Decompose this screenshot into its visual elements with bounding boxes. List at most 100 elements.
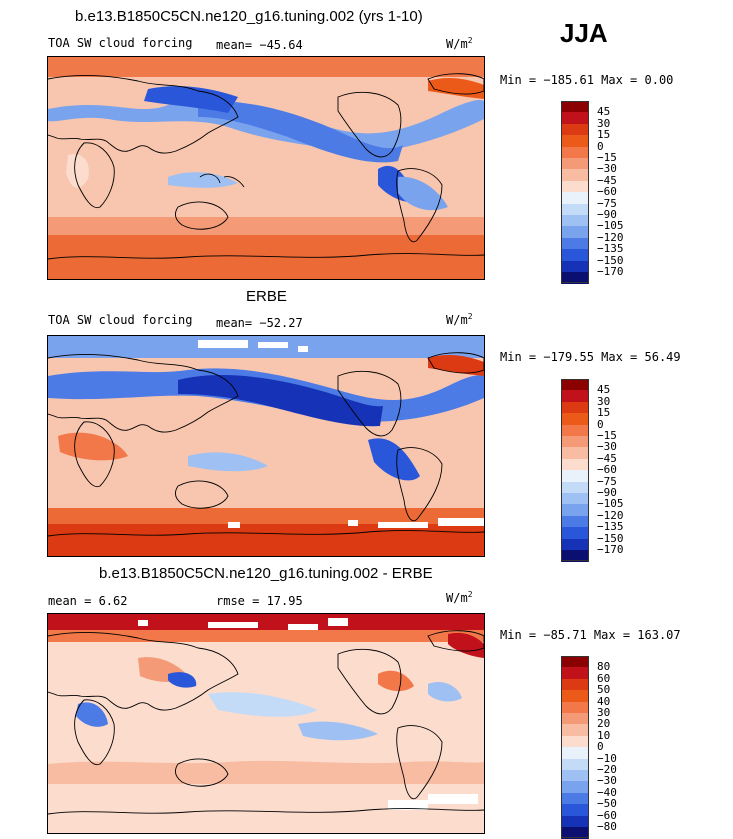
panel-1-mean: mean= −45.64 xyxy=(216,38,303,52)
colorbar-level-label: −105 xyxy=(597,219,624,233)
colorbar-level-label: −105 xyxy=(597,497,624,511)
colorbar-swatch xyxy=(561,135,589,148)
panel-3-title: b.e13.B1850C5CN.ne120_g16.tuning.002 - E… xyxy=(99,565,433,582)
colorbar-level-label: −45 xyxy=(597,451,617,465)
colorbar-level-label: −90 xyxy=(597,208,617,221)
colorbar-swatch xyxy=(561,112,589,125)
colorbar-level-label: 20 xyxy=(597,717,611,731)
colorbar-swatch xyxy=(561,690,589,703)
colorbar-level-label: −15 xyxy=(597,429,617,442)
colorbar-level-label: −135 xyxy=(597,520,624,534)
colorbar-level-label: 40 xyxy=(597,694,611,708)
colorbar-swatch xyxy=(561,123,589,136)
colorbar-level-label: −75 xyxy=(597,196,617,210)
colorbar-level-label: 15 xyxy=(597,406,611,420)
colorbar-swatch xyxy=(561,701,589,714)
colorbar-swatch xyxy=(561,667,589,680)
colorbar-swatch xyxy=(561,447,589,460)
panel-2-units: W/m2 xyxy=(446,312,473,327)
colorbar-swatch xyxy=(561,413,589,426)
colorbar-swatch xyxy=(561,504,589,517)
colorbar-level-label: −150 xyxy=(597,531,624,545)
colorbar-swatch xyxy=(561,260,589,273)
colorbar-swatch xyxy=(561,424,589,437)
colorbar-swatch xyxy=(561,527,589,540)
colorbar-level-label: 50 xyxy=(597,683,611,697)
colorbar-level-label: 30 xyxy=(597,706,611,719)
colorbar-level-label: −60 xyxy=(597,185,617,199)
colorbar-level-label: −170 xyxy=(597,265,624,278)
panel-1-units: W/m2 xyxy=(446,36,473,51)
colorbar-level-label: −10 xyxy=(597,751,617,765)
colorbar-level-label: 60 xyxy=(597,671,611,685)
colorbar-swatch xyxy=(561,158,589,170)
colorbar-swatch xyxy=(561,203,589,216)
colorbar-swatch xyxy=(561,758,589,771)
colorbar-swatch xyxy=(561,379,589,391)
colorbar-level-label: −75 xyxy=(597,474,617,488)
colorbar-swatch xyxy=(561,237,589,250)
colorbar-swatch xyxy=(561,493,589,505)
panel-2-title: ERBE xyxy=(246,288,287,305)
colorbar-swatch xyxy=(561,458,589,471)
colorbar-level-label: 80 xyxy=(597,660,611,674)
colorbar-swatch xyxy=(561,827,589,839)
panel-3-mean: mean = 6.62 xyxy=(48,594,128,608)
colorbar-level-label: −150 xyxy=(597,253,624,267)
colorbar-level-label: 10 xyxy=(597,728,611,742)
colorbar-level-label: 30 xyxy=(597,116,611,130)
colorbar-swatch xyxy=(561,192,589,205)
panel-2-mean: mean= −52.27 xyxy=(216,316,303,330)
colorbar-level-label: −45 xyxy=(597,173,617,187)
colorbar-level-label: 15 xyxy=(597,128,611,142)
colorbar-level-label: 45 xyxy=(597,383,611,397)
colorbar-swatch xyxy=(561,804,589,817)
panel-1-minmax: Min = −185.61 Max = 0.00 xyxy=(500,73,674,87)
panel-2-map xyxy=(47,335,485,557)
colorbar-level-label: −30 xyxy=(597,440,617,454)
colorbar-swatch xyxy=(561,249,589,262)
colorbar-swatch xyxy=(561,390,589,403)
panel-2-minmax: Min = −179.55 Max = 56.49 xyxy=(500,350,681,364)
colorbar-level-label: −30 xyxy=(597,774,617,788)
colorbar-swatch xyxy=(561,169,589,182)
panel-1-field-label: TOA SW cloud forcing xyxy=(48,36,193,50)
colorbar-swatch xyxy=(561,713,589,725)
colorbar-swatch xyxy=(561,656,589,668)
colorbar-level-label: 0 xyxy=(597,740,604,754)
colorbar-level-label: 45 xyxy=(597,105,611,119)
colorbar-swatch xyxy=(561,101,589,113)
panel-3-minmax: Min = −85.71 Max = 163.07 xyxy=(500,628,681,642)
colorbar-swatch xyxy=(561,538,589,551)
panel-3-map xyxy=(47,613,485,834)
colorbar-level-label: −170 xyxy=(597,543,624,556)
colorbar-swatch xyxy=(561,724,589,737)
season-label: JJA xyxy=(560,18,608,48)
colorbar-swatch xyxy=(561,272,589,284)
colorbar-swatch xyxy=(561,180,589,193)
colorbar-level-label: −30 xyxy=(597,162,617,176)
colorbar-level-label: −135 xyxy=(597,242,624,256)
colorbar-swatch xyxy=(561,792,589,805)
panel-3-units: W/m2 xyxy=(446,590,473,605)
colorbar-swatch xyxy=(561,215,589,227)
panel-3-rmse: rmse = 17.95 xyxy=(216,594,303,608)
panel-1-title: b.e13.B1850C5CN.ne120_g16.tuning.002 (yr… xyxy=(75,8,423,25)
colorbar-swatch xyxy=(561,747,589,760)
colorbar-level-label: −80 xyxy=(597,820,617,833)
colorbar-swatch xyxy=(561,470,589,483)
colorbar-level-label: −40 xyxy=(597,785,617,799)
colorbar-level-label: −50 xyxy=(597,797,617,811)
colorbar-level-label: −60 xyxy=(597,808,617,822)
colorbar-swatch xyxy=(561,481,589,494)
colorbar-swatch xyxy=(561,515,589,528)
colorbar-swatch xyxy=(561,146,589,159)
colorbar-level-label: 0 xyxy=(597,417,604,431)
colorbar-level-label: −120 xyxy=(597,230,624,244)
colorbar-level-label: 30 xyxy=(597,394,611,408)
panel-1-map xyxy=(47,56,485,280)
colorbar-swatch xyxy=(561,770,589,782)
colorbar-level-label: 0 xyxy=(597,139,604,153)
colorbar-swatch xyxy=(561,436,589,448)
colorbar-swatch xyxy=(561,401,589,414)
